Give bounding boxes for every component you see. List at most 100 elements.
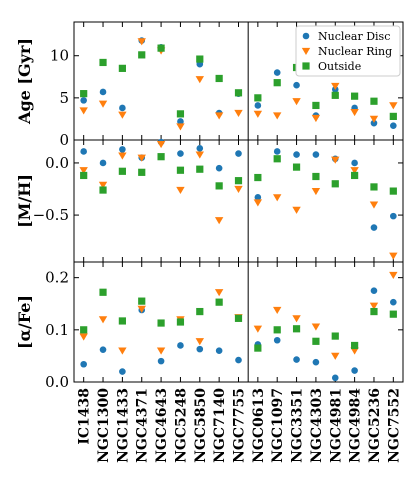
data-point-nuclear-disc <box>99 346 107 353</box>
xtick-label: NGC3351 <box>290 388 306 463</box>
data-point-outside <box>389 112 397 120</box>
xtick-label: NGC4643 <box>154 388 170 463</box>
data-point-outside <box>176 166 185 174</box>
data-point-outside <box>273 79 281 87</box>
data-point-nuclear-ring <box>98 181 108 189</box>
data-point-nuclear-ring <box>350 167 359 175</box>
data-point-nuclear-disc <box>273 69 281 76</box>
legend-marker <box>302 62 310 70</box>
data-point-nuclear-disc <box>351 159 358 167</box>
data-point-nuclear-ring <box>118 111 127 119</box>
data-point-nuclear-ring <box>176 123 185 131</box>
data-point-outside <box>118 317 126 325</box>
data-point-nuclear-ring <box>253 110 263 118</box>
data-point-outside <box>138 297 146 305</box>
xtick-label: NGC4303 <box>309 388 325 463</box>
data-point-nuclear-ring <box>273 306 282 314</box>
data-point-outside <box>157 153 165 161</box>
data-point-outside <box>254 344 262 352</box>
data-point-nuclear-disc <box>273 336 281 344</box>
data-point-nuclear-disc <box>390 122 397 129</box>
ytick-label: 0.1 <box>45 321 69 339</box>
y-axis-label: Age [Gyr] <box>15 38 34 125</box>
data-point-nuclear-disc <box>331 374 339 382</box>
data-point-nuclear-disc <box>273 148 281 155</box>
data-point-nuclear-disc <box>119 146 126 153</box>
legend-box <box>295 25 401 77</box>
data-point-outside <box>351 92 359 100</box>
data-point-outside <box>176 110 185 118</box>
data-point-nuclear-disc <box>370 224 378 231</box>
data-point-outside <box>370 183 378 191</box>
data-point-nuclear-disc <box>312 151 320 158</box>
data-point-nuclear-ring <box>350 347 359 355</box>
xtick-label: NGC1433 <box>115 388 131 463</box>
data-point-nuclear-disc <box>80 148 87 155</box>
data-point-nuclear-ring <box>234 185 243 193</box>
data-point-nuclear-ring <box>369 302 379 310</box>
data-point-nuclear-ring <box>389 102 398 110</box>
data-point-nuclear-disc <box>390 212 397 220</box>
data-point-outside <box>99 186 107 194</box>
xtick-label: NGC1300 <box>96 388 112 463</box>
data-point-outside <box>80 326 88 334</box>
data-point-nuclear-ring <box>98 100 108 108</box>
legend-label: Nuclear Ring <box>318 45 392 58</box>
data-point-outside <box>312 337 320 345</box>
data-point-nuclear-disc <box>254 194 262 201</box>
data-point-outside <box>254 94 262 102</box>
ytick-label: 0.2 <box>45 269 69 287</box>
data-point-outside <box>292 325 301 333</box>
data-point-outside <box>215 182 223 190</box>
data-point-outside <box>80 171 88 180</box>
data-point-nuclear-ring <box>176 186 185 195</box>
data-point-outside <box>157 44 165 52</box>
xtick-label: NGC4984 <box>348 388 364 463</box>
data-point-nuclear-ring <box>253 325 263 333</box>
data-point-outside <box>215 298 223 306</box>
data-point-outside <box>138 51 146 59</box>
data-point-nuclear-ring <box>79 107 88 115</box>
data-point-nuclear-ring <box>253 199 263 207</box>
xtick-label: NGC5850 <box>193 388 209 463</box>
y-axis-label: [α/Fe] <box>15 295 34 349</box>
data-point-outside <box>176 318 185 326</box>
data-point-nuclear-ring <box>331 82 340 91</box>
ytick-label: 0 <box>59 131 69 149</box>
data-point-nuclear-disc <box>177 150 184 157</box>
xtick-label: NGC5236 <box>367 388 383 463</box>
data-point-nuclear-disc <box>293 151 300 158</box>
data-point-nuclear-ring <box>389 252 398 260</box>
data-point-outside <box>351 341 359 350</box>
data-point-nuclear-disc <box>177 118 184 125</box>
data-point-outside <box>196 307 204 316</box>
data-point-outside <box>80 90 88 98</box>
data-point-nuclear-disc <box>390 298 397 306</box>
data-point-outside <box>254 173 262 182</box>
data-point-nuclear-ring <box>79 167 88 175</box>
data-point-nuclear-disc <box>370 287 378 294</box>
data-point-outside <box>389 187 397 195</box>
data-point-nuclear-ring <box>369 201 379 209</box>
data-point-nuclear-disc <box>293 356 300 363</box>
data-point-outside <box>234 314 243 322</box>
data-point-nuclear-ring <box>234 109 243 118</box>
data-point-nuclear-disc <box>119 368 126 375</box>
data-point-outside <box>273 326 281 334</box>
data-point-nuclear-ring <box>292 315 301 323</box>
data-point-nuclear-ring <box>137 38 146 46</box>
data-point-nuclear-ring <box>311 114 321 123</box>
data-point-outside <box>331 180 339 188</box>
data-point-nuclear-ring <box>292 206 301 214</box>
data-point-nuclear-ring <box>214 217 224 225</box>
data-point-nuclear-ring <box>137 154 146 162</box>
data-point-nuclear-ring <box>369 115 379 123</box>
data-point-nuclear-disc <box>235 356 242 364</box>
data-point-nuclear-ring <box>214 112 224 120</box>
data-point-outside <box>196 165 204 173</box>
data-point-nuclear-ring <box>214 289 224 297</box>
xtick-label: NGC4371 <box>135 388 151 463</box>
data-point-nuclear-disc <box>254 102 262 109</box>
data-point-nuclear-disc <box>177 342 184 349</box>
